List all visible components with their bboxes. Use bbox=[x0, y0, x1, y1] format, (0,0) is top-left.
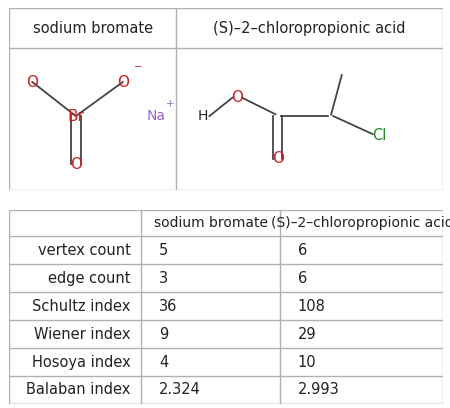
Text: 29: 29 bbox=[298, 326, 316, 341]
Text: vertex count: vertex count bbox=[38, 243, 130, 258]
Text: Na: Na bbox=[147, 109, 166, 123]
Text: +: + bbox=[166, 99, 174, 109]
Text: (S)–2–chloropropionic acid: (S)–2–chloropropionic acid bbox=[270, 216, 450, 230]
Text: 108: 108 bbox=[298, 299, 326, 314]
Text: O: O bbox=[117, 75, 129, 90]
Text: 2.324: 2.324 bbox=[159, 382, 201, 397]
Text: 36: 36 bbox=[159, 299, 177, 314]
Text: 4: 4 bbox=[159, 355, 168, 370]
Text: O: O bbox=[27, 75, 38, 90]
Text: sodium bromate: sodium bromate bbox=[32, 21, 153, 35]
Text: 2.993: 2.993 bbox=[298, 382, 340, 397]
Text: 6: 6 bbox=[298, 243, 307, 258]
Text: O: O bbox=[272, 151, 284, 166]
Text: Cl: Cl bbox=[372, 129, 387, 143]
Text: Balaban index: Balaban index bbox=[26, 382, 130, 397]
Text: Br: Br bbox=[68, 109, 84, 124]
Text: 10: 10 bbox=[298, 355, 316, 370]
Text: sodium bromate: sodium bromate bbox=[154, 216, 268, 230]
Text: 5: 5 bbox=[159, 243, 168, 258]
Text: 6: 6 bbox=[298, 271, 307, 286]
Text: Schultz index: Schultz index bbox=[32, 299, 130, 314]
Text: −: − bbox=[134, 62, 142, 72]
Text: O: O bbox=[232, 90, 243, 105]
Text: 9: 9 bbox=[159, 326, 168, 341]
Text: O: O bbox=[70, 157, 82, 172]
Text: 3: 3 bbox=[159, 271, 168, 286]
Text: Hosoya index: Hosoya index bbox=[32, 355, 130, 370]
Text: H: H bbox=[198, 109, 208, 123]
Text: Wiener index: Wiener index bbox=[34, 326, 130, 341]
Text: (S)–2–chloropropionic acid: (S)–2–chloropropionic acid bbox=[213, 21, 406, 35]
Text: edge count: edge count bbox=[48, 271, 130, 286]
